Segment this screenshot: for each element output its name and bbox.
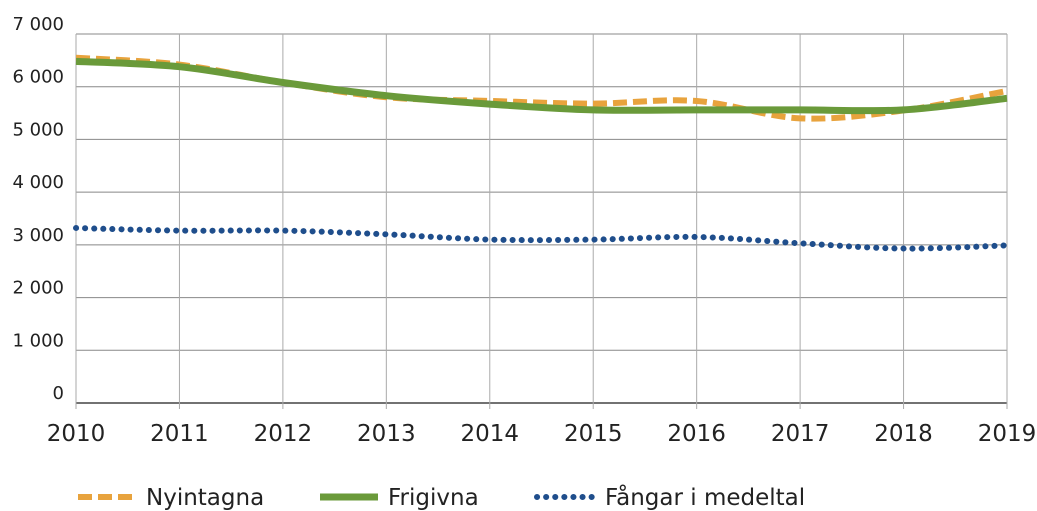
- x-tick-label: 2010: [47, 421, 106, 447]
- x-tick-label: 2017: [771, 421, 830, 447]
- x-tick-label: 2019: [978, 421, 1037, 447]
- y-tick-label: 2 000: [12, 278, 64, 299]
- legend-label: Frigivna: [388, 485, 479, 511]
- legend-label: Fångar i medeltal: [605, 483, 805, 511]
- y-tick-label: 3 000: [12, 225, 64, 246]
- legend-label: Nyintagna: [146, 485, 264, 511]
- x-tick-label: 2016: [667, 421, 726, 447]
- series-line: [75, 57, 1008, 115]
- y-tick-label: 4 000: [12, 172, 64, 193]
- x-tick-label: 2013: [357, 421, 416, 447]
- y-tick-label: 6 000: [12, 67, 64, 88]
- y-tick-label: 1 000: [12, 330, 64, 351]
- y-tick-label: 0: [53, 383, 64, 404]
- x-tick-label: 2014: [461, 421, 520, 447]
- x-tick-label: 2012: [254, 421, 313, 447]
- y-tick-label: 5 000: [12, 119, 64, 140]
- y-tick-label: 7 000: [12, 14, 64, 35]
- series-line: [75, 54, 1008, 122]
- x-tick-label: 2018: [874, 421, 933, 447]
- x-tick-label: 2015: [564, 421, 623, 447]
- x-tick-label: 2011: [150, 421, 209, 447]
- series-line: [73, 224, 1010, 252]
